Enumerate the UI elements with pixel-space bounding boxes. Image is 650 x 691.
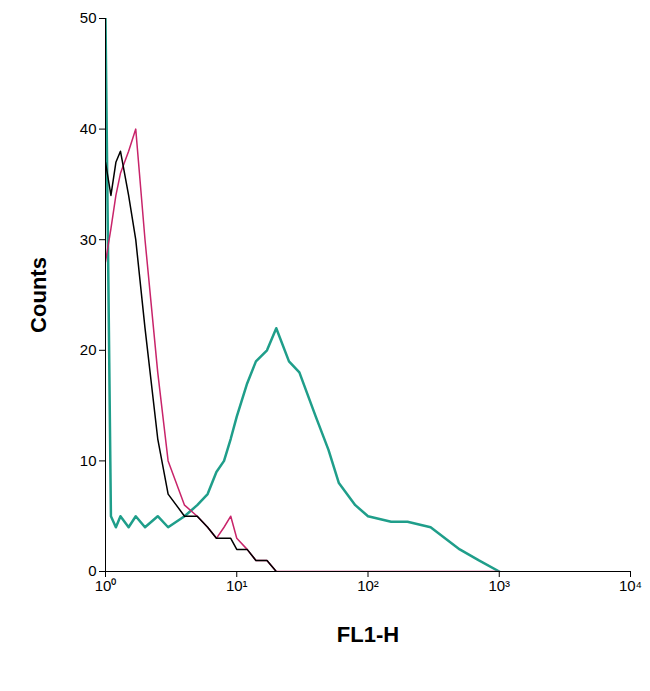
- svg-text:10²: 10²: [357, 577, 379, 594]
- svg-text:30: 30: [80, 231, 97, 248]
- svg-text:10⁰: 10⁰: [95, 577, 117, 594]
- svg-text:40: 40: [80, 120, 97, 137]
- svg-text:20: 20: [80, 341, 97, 358]
- svg-text:FL1-H: FL1-H: [337, 622, 399, 647]
- svg-text:50: 50: [80, 9, 97, 26]
- svg-text:10¹: 10¹: [226, 577, 248, 594]
- svg-text:10³: 10³: [488, 577, 510, 594]
- svg-text:10⁴: 10⁴: [619, 577, 642, 594]
- svg-text:0: 0: [88, 562, 97, 580]
- svg-text:Counts: Counts: [26, 257, 51, 333]
- svg-text:10: 10: [80, 452, 97, 469]
